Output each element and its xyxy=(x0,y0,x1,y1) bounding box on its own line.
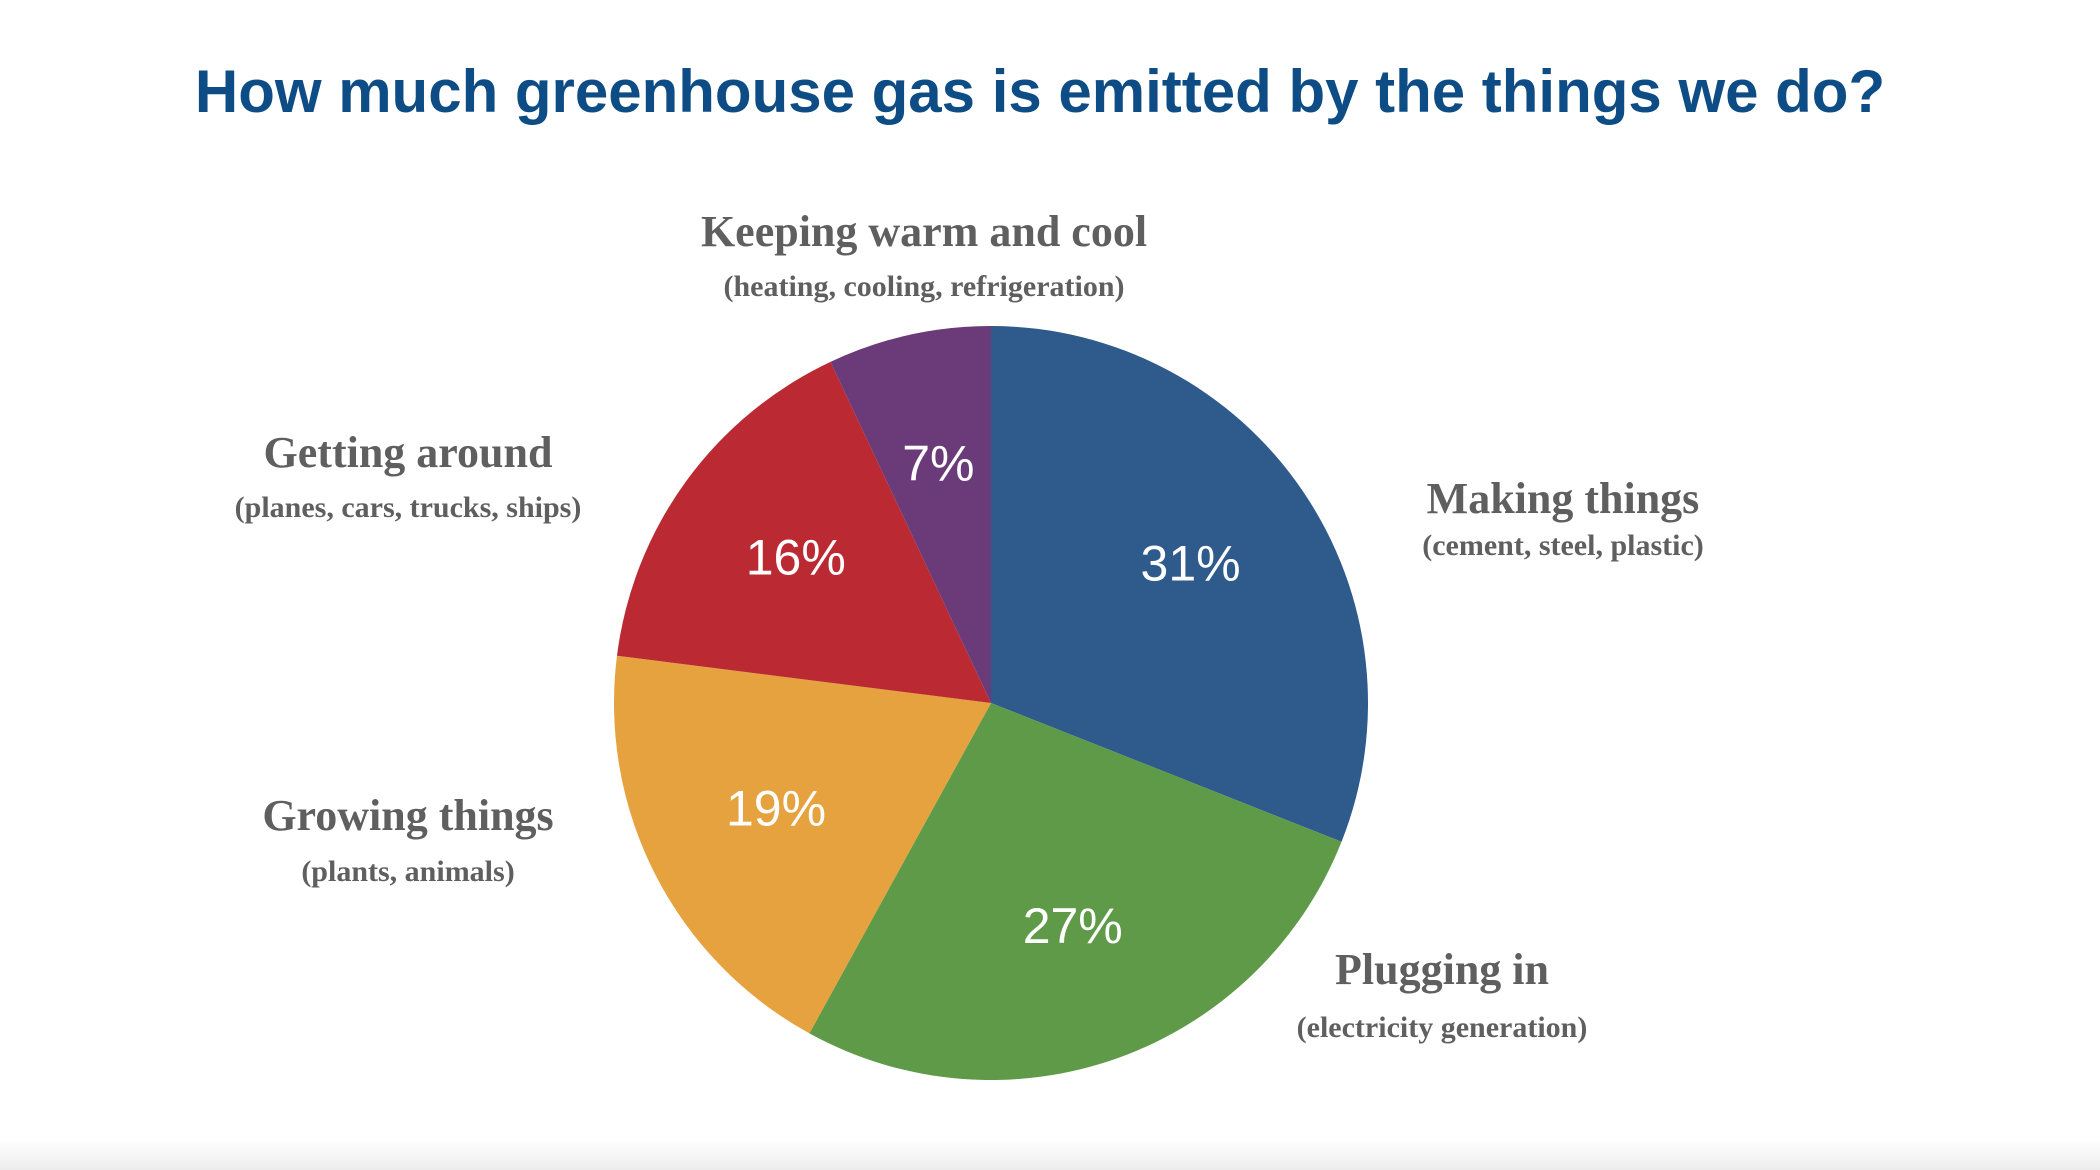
category-description: (heating, cooling, refrigeration) xyxy=(723,270,1124,303)
chart-title: How much greenhouse gas is emitted by th… xyxy=(195,58,1885,125)
value-label: 7% xyxy=(902,436,974,492)
pie-slice xyxy=(830,326,991,703)
category-description: (plants, animals) xyxy=(301,855,514,888)
category-label: Growing things xyxy=(262,791,553,840)
value-label: 19% xyxy=(726,781,826,837)
pie-slice xyxy=(809,703,1342,1080)
category-description: (cement, steel, plastic) xyxy=(1422,529,1704,562)
category-label: Plugging in xyxy=(1335,945,1549,994)
pie-slice xyxy=(616,361,991,703)
category-label: Keeping warm and cool xyxy=(701,207,1147,256)
pie-slice xyxy=(614,655,991,1034)
pie-slice xyxy=(991,326,1368,842)
category-description: (planes, cars, trucks, ships) xyxy=(235,491,582,524)
category-label: Making things xyxy=(1427,474,1700,523)
value-label: 16% xyxy=(746,529,846,585)
value-label: 31% xyxy=(1141,536,1241,592)
category-label: Getting around xyxy=(264,428,553,477)
footer-shade xyxy=(0,1140,2100,1170)
value-label: 27% xyxy=(1023,898,1123,954)
category-description: (electricity generation) xyxy=(1297,1011,1588,1044)
